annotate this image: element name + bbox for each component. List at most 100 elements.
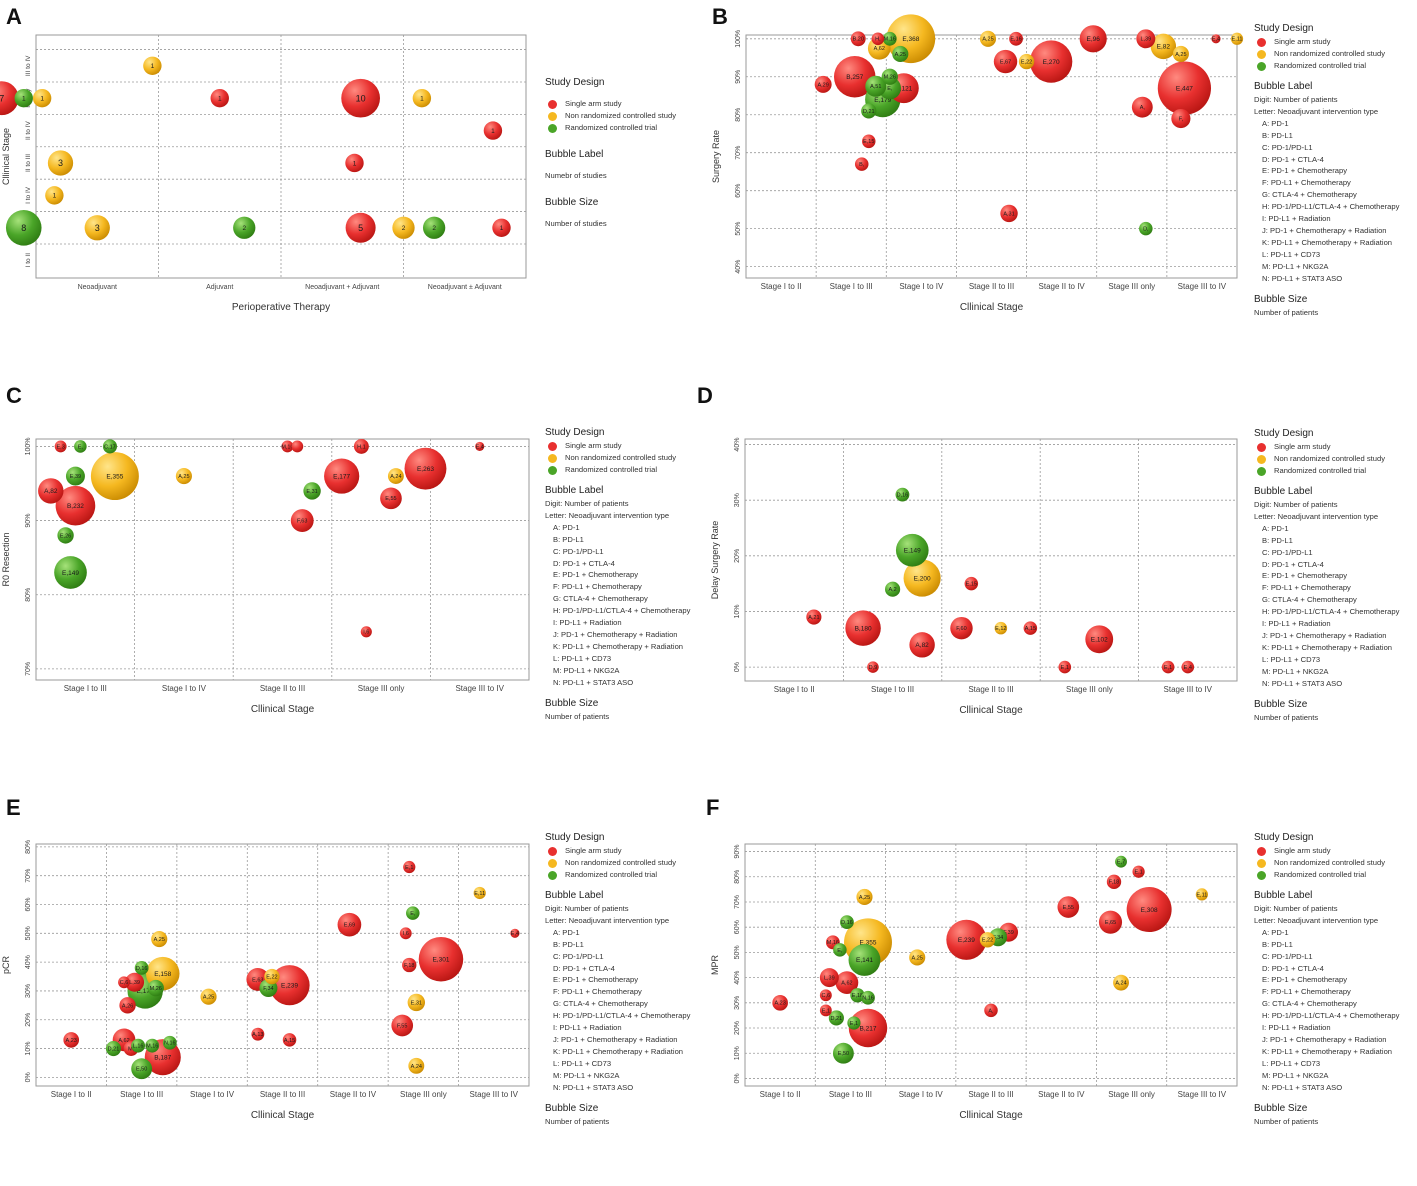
bubble-circle — [269, 965, 310, 1006]
bubble-circle — [867, 661, 879, 673]
bubble-label: E,1 — [850, 1021, 858, 1027]
bubble-circle — [84, 215, 110, 241]
x-tick-label: Stage III to IV — [1164, 685, 1213, 694]
bubble-circle — [210, 88, 229, 108]
legend-type-item: K: PD-L1 + Chemotherapy + Radiation — [553, 1046, 684, 1056]
legend-size-title: Bubble Size — [1254, 293, 1308, 305]
single-arm-dot-icon — [548, 441, 557, 451]
legend-type-item: M: PD-L1 + NKG2A — [1262, 1070, 1329, 1080]
bubble-circle — [392, 216, 415, 239]
legend-type-item: B: PD-L1 — [1262, 939, 1293, 949]
bubble-label: E,15 — [966, 582, 977, 588]
bubble-label: I,6 — [363, 630, 369, 636]
bubble-circle — [772, 994, 788, 1011]
legend-size-patients: Number of patients — [1254, 307, 1319, 317]
bubble-circle — [1150, 33, 1177, 60]
bubble-circle — [814, 75, 832, 93]
legend-type-item: I: PD-L1 + Radiation — [1262, 214, 1331, 224]
bubble-circle — [819, 1004, 832, 1017]
legend-type-item: B: PD-L1 — [553, 939, 584, 949]
bubble-label: A,25 — [912, 955, 923, 961]
bubble-circle — [290, 509, 314, 532]
bubble: D,21 — [861, 103, 877, 119]
bubble: E,7 — [1115, 855, 1127, 868]
bubble: E,1 — [1058, 660, 1072, 674]
x-axis-title: Cllinical Stage — [959, 1110, 1023, 1121]
bubble-circle — [833, 56, 876, 98]
bubble: E,1 — [403, 860, 416, 874]
bubble: E,22 — [979, 932, 996, 948]
bubble-circle — [118, 976, 130, 989]
bubble: L,16 — [131, 1038, 146, 1053]
nonrandomized-dot-icon — [548, 858, 557, 868]
chart-a: Neoadjuvant Adjuvant Neoadjuvant + Adjuvan… — [0, 34, 527, 313]
bubble-label: A,23 — [774, 1001, 785, 1007]
bubble-label: E,368 — [902, 36, 919, 43]
bubble-circle — [145, 1038, 160, 1053]
legend-type-item: L: PD-L1 + CD73 — [553, 1058, 612, 1068]
legend-type-item: H: PD-1/PD-L1/CTLA-4 + Chemotherapy — [1262, 607, 1400, 617]
bubble: A, — [984, 1003, 998, 1018]
legend-size-patients: Number of patients — [545, 711, 610, 721]
bubble: B, — [854, 157, 869, 171]
bubble-circle — [861, 103, 877, 119]
bubble: D,16 — [895, 487, 910, 502]
bubble: E,11 — [473, 886, 486, 900]
bubble-label: M,16 — [827, 940, 839, 946]
y-tick-label: 90% — [734, 845, 741, 859]
bubble: E, — [74, 440, 87, 453]
legend-single: Single arm study — [1254, 845, 1399, 857]
bubble-label: E,102 — [1091, 637, 1108, 644]
bubble-label: E, — [410, 911, 416, 917]
y-tick-label: 0% — [25, 1072, 32, 1082]
legend-design-title: Study Design — [1254, 23, 1314, 34]
legend-type-item: H: PD-1/PD-L1/CTLA-4 + Chemotherapy — [553, 606, 691, 616]
legend-type-item: E: PD-1 + Chemotherapy — [1262, 975, 1348, 985]
legend-type-item: E: PD-1 + Chemotherapy — [1262, 166, 1348, 176]
bubble-circle — [0, 81, 19, 116]
bubble: L,39 — [1136, 29, 1156, 49]
bubble-label: 8 — [21, 223, 26, 233]
bubble-circle — [47, 150, 74, 176]
legend-type-list: A: PD-1 B: PD-L1 C: PD-1/PD-L1 D: PD-1 + CT… — [1254, 118, 1399, 285]
x-tick-label: Stage III only — [358, 684, 405, 693]
bubble-label: E,1 — [1061, 665, 1069, 671]
bubble-label: C,6 — [822, 993, 831, 999]
bubble-label: D,21 — [831, 1016, 843, 1022]
legend-rand-label: Randomized controlled trial — [565, 870, 658, 880]
bubble: A,24 — [408, 1057, 425, 1074]
y-axis-title: pCR — [1, 956, 11, 975]
bubble-circle — [848, 944, 881, 976]
legend-type-item: I: PD-L1 + Radiation — [553, 1023, 622, 1033]
bubble-circle — [341, 78, 380, 118]
bubble: B,20 — [850, 31, 866, 47]
x-tick-label: Stage II to III — [260, 1090, 305, 1099]
legend-type-item: L: PD-L1 + CD73 — [553, 653, 612, 663]
bubble: 1 — [483, 121, 503, 140]
legend-design-title: Study Design — [545, 77, 605, 88]
x-tick-label: Stage I to II — [51, 1090, 92, 1099]
bubble-circle — [1172, 45, 1189, 63]
bubble-label: A,82 — [915, 642, 929, 649]
bubble-circle — [1113, 974, 1129, 991]
bubble: E,50 — [832, 1042, 854, 1064]
bubble-circle — [492, 218, 511, 237]
legend-type-item: J: PD-1 + Chemotherapy + Radiation — [553, 1034, 678, 1044]
legend-rand: Randomized controlled trial — [1254, 60, 1399, 72]
bubble-circle — [422, 216, 446, 239]
bubble-label: A,21 — [808, 615, 819, 621]
bubble-label: F,55 — [397, 1023, 407, 1029]
bubble: E,55 — [380, 487, 402, 510]
nonrandomized-dot-icon — [1257, 454, 1266, 464]
legend-type-item: H: PD-1/PD-L1/CTLA-4 + Chemotherapy — [1262, 202, 1400, 212]
bubble: L,39 — [819, 968, 839, 988]
legend-nonrand: Non randomized controlled study — [545, 452, 690, 464]
legend-type-item: G: CTLA-4 + Chemotherapy — [1262, 999, 1357, 1009]
bubble-circle — [856, 888, 873, 905]
legend-type-item: K: PD-L1 + Chemotherapy + Radiation — [553, 641, 684, 651]
bubble: A,25 — [909, 949, 926, 966]
bubble-label: F,18 — [404, 963, 414, 969]
legend-b: Study Design Single arm study Non random… — [1254, 22, 1399, 318]
legend-type-item: I: PD-L1 + Radiation — [1262, 1023, 1331, 1033]
legend-rand-label: Randomized controlled trial — [1274, 61, 1367, 71]
